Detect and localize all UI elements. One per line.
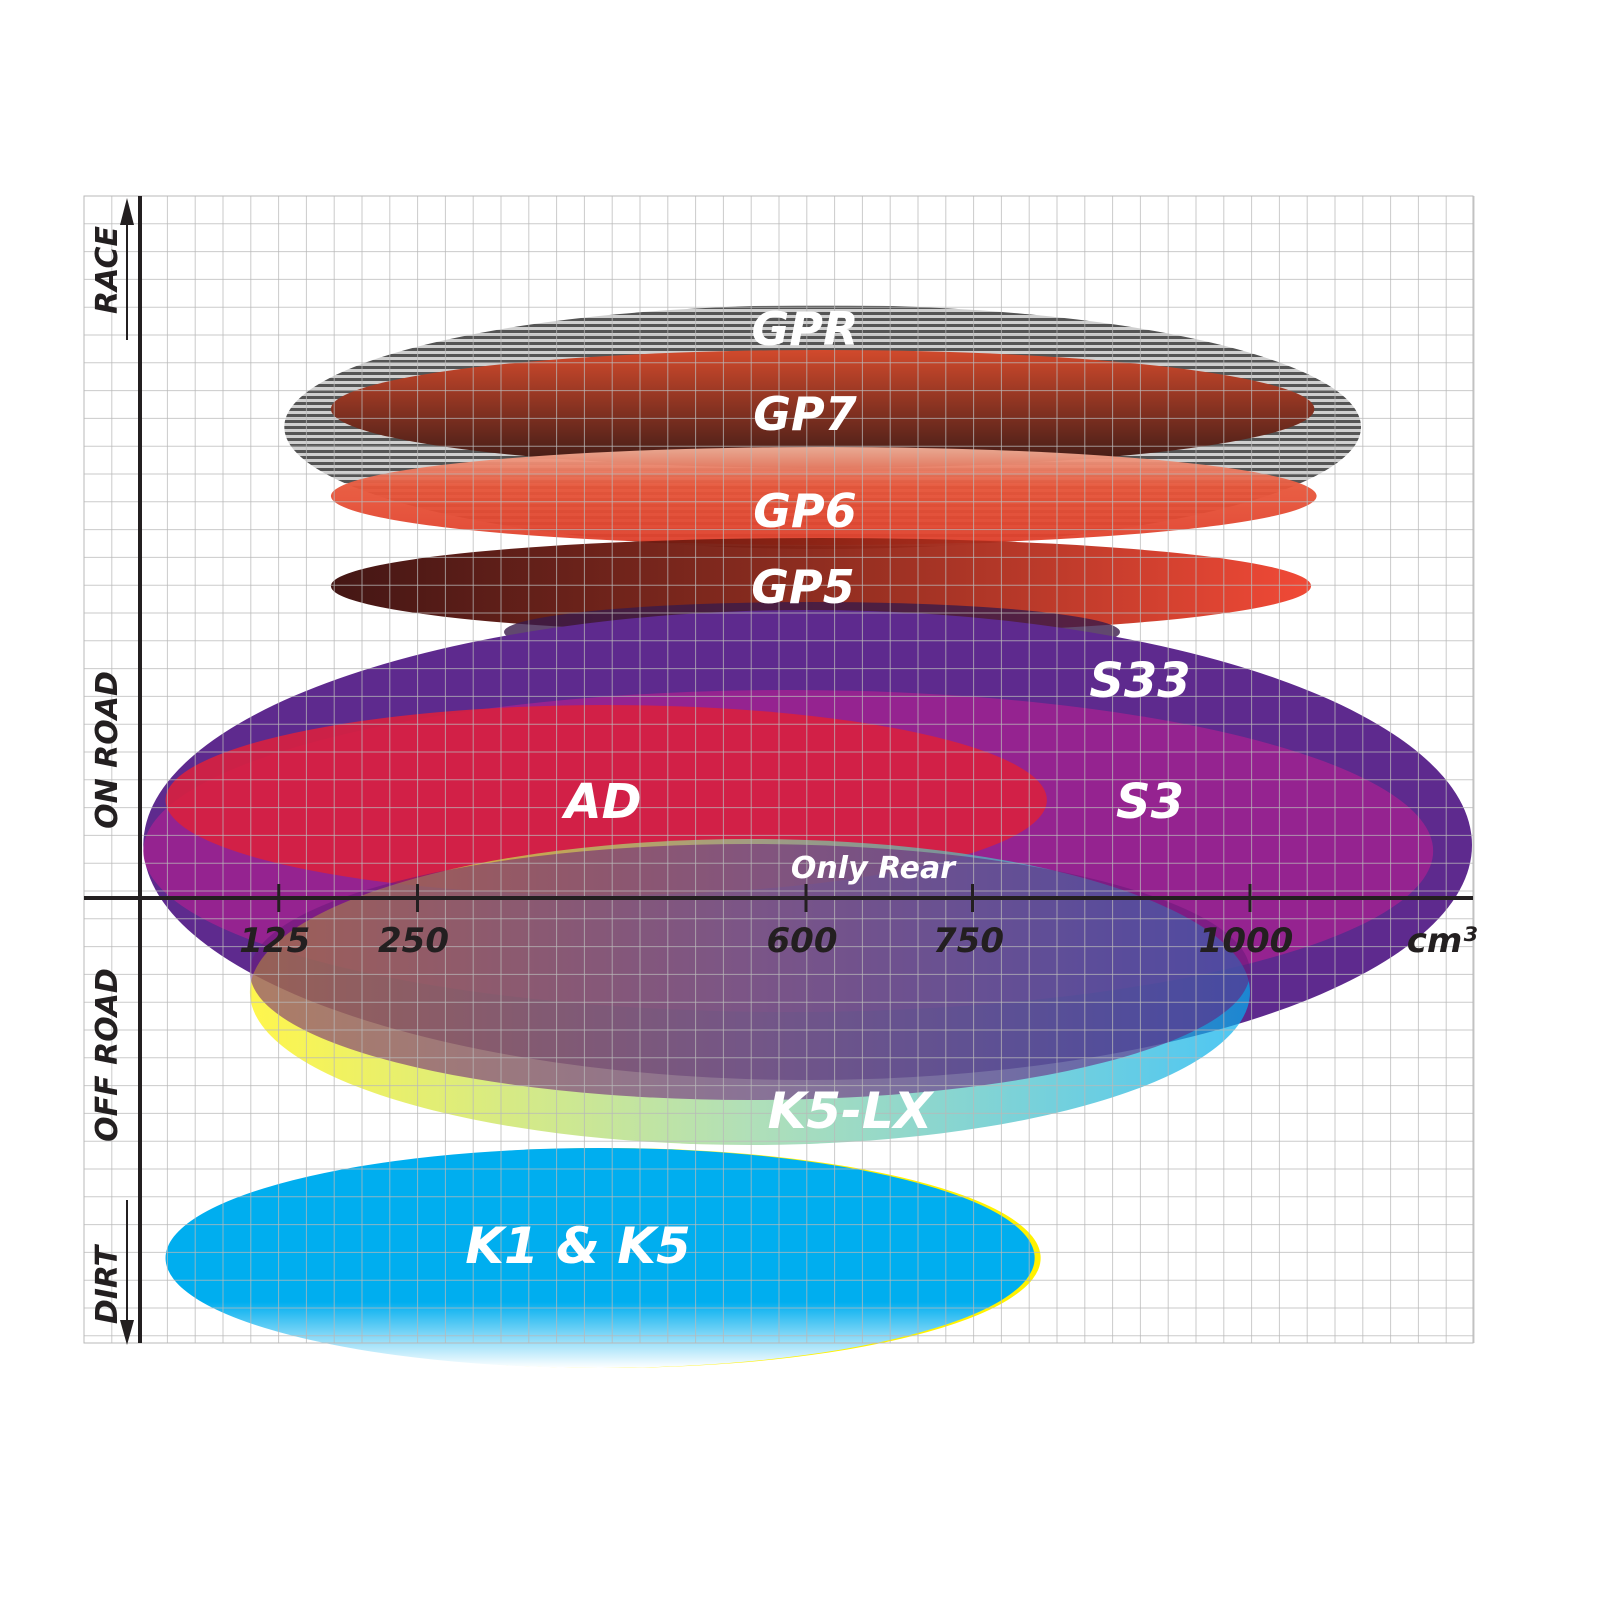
y-category-label: DIRT [90,1243,125,1324]
ellipse-note: Only Rear [791,851,957,886]
ellipse-label: GPR [752,302,859,356]
x-tick-label: 125 [239,921,310,961]
k5-lx-overlay [249,844,1250,1100]
ellipse-label: S3 [1116,774,1184,830]
ellipse-k1-k5 [165,1148,1035,1368]
ellipse-label: AD [561,774,642,830]
y-category-label: ON ROAD [90,671,125,829]
ellipse-gp5 [330,538,1312,634]
y-category-label: RACE [90,226,125,314]
ellipse-label: GP5 [751,560,854,614]
x-tick-label: 750 [933,921,1004,961]
ellipse-label: GP7 [753,387,856,441]
ellipse-label: K5-LX [768,1082,935,1140]
ellipse-gp7 [330,350,1315,468]
grid [83,195,1475,1344]
x-tick-label: 250 [378,921,449,961]
x-tick-label: 600 [767,921,838,961]
ellipse-label: GP6 [753,484,856,538]
y-category-label: OFF ROAD [90,968,125,1142]
ellipse-gp6 [330,447,1317,545]
ellipse-label: S33 [1089,653,1190,709]
x-axis-unit: cm³ [1407,921,1478,961]
arrow-up-icon [120,198,134,225]
x-tick-label: 1000 [1199,921,1294,961]
ellipse-label: K1 & K5 [465,1217,691,1275]
arrow-down-icon [120,1320,134,1345]
